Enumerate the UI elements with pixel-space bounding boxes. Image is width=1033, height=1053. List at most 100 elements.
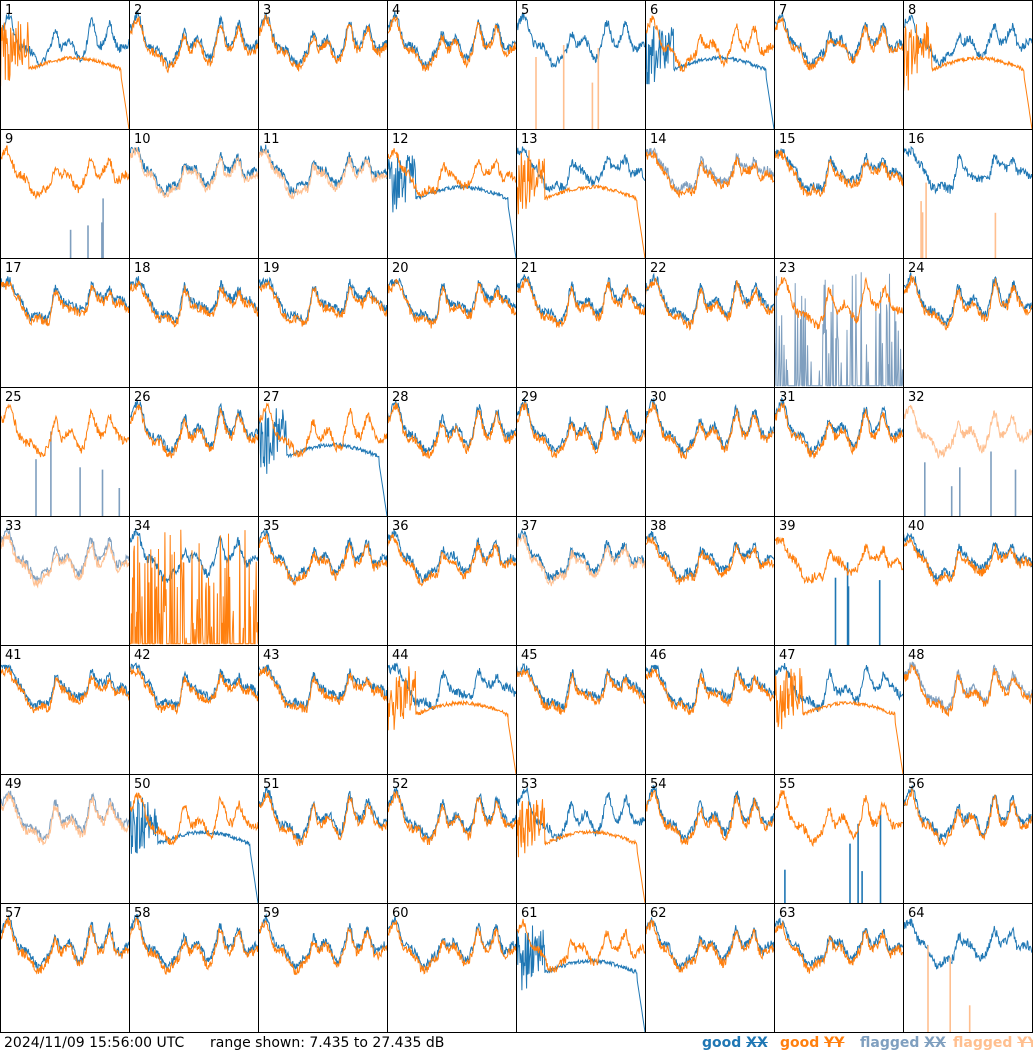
panel-58-yy-line xyxy=(129,917,258,975)
panel-63-yy-line xyxy=(774,920,903,974)
panel-30-frame xyxy=(645,387,775,517)
panel-24-plot xyxy=(903,272,1032,331)
panel-2-yy-line xyxy=(129,16,258,74)
panel-19-xx-line xyxy=(258,276,387,326)
panel-17-yy-line xyxy=(0,281,129,327)
panel-38-yy-line xyxy=(645,535,774,585)
panel-6: 6 xyxy=(645,0,775,130)
panel-21-plot xyxy=(516,274,645,328)
panel-60-xx-line xyxy=(387,916,516,971)
panel-49-yy-line xyxy=(0,792,129,846)
panel-58: 58 xyxy=(129,903,259,1033)
panel-31: 31 xyxy=(774,387,904,517)
panel-11-plot xyxy=(258,144,387,200)
panel-61-label: 61 xyxy=(521,906,538,921)
panel-23-xx-line xyxy=(774,272,903,387)
panel-50-xx-line xyxy=(129,797,258,903)
panel-32: 32 xyxy=(903,387,1033,517)
panel-4: 4 xyxy=(387,0,517,130)
panel-63-label: 63 xyxy=(779,906,796,921)
panel-3-label: 3 xyxy=(263,3,271,18)
panel-3-plot xyxy=(258,12,387,72)
panel-6-label: 6 xyxy=(650,3,658,18)
panel-4-frame xyxy=(387,0,517,130)
panel-7: 7 xyxy=(774,0,904,130)
panel-33-plot xyxy=(0,526,129,589)
panel-12-plot xyxy=(387,148,516,258)
panel-37-xx-line xyxy=(516,528,645,583)
panel-62-yy-line xyxy=(645,919,774,974)
panel-41: 41 xyxy=(0,645,130,775)
panel-10-label: 10 xyxy=(134,132,151,147)
panel-31-plot xyxy=(774,396,903,459)
panel-34: 34 xyxy=(129,516,259,646)
panel-53: 53 xyxy=(516,774,646,904)
panel-57-frame xyxy=(0,903,130,1033)
panel-58-label: 58 xyxy=(134,906,151,921)
panel-36-label: 36 xyxy=(392,519,409,534)
panel-41-label: 41 xyxy=(5,648,22,663)
panel-55-label: 55 xyxy=(779,777,796,792)
panel-54-frame xyxy=(645,774,775,904)
panel-32-frame xyxy=(903,387,1033,517)
panel-48-frame xyxy=(903,645,1033,775)
panel-29-plot xyxy=(516,398,645,459)
panel-58-frame xyxy=(129,903,259,1033)
panel-47-plot xyxy=(774,663,903,774)
panel-2: 2 xyxy=(129,0,259,130)
panel-27-frame xyxy=(258,387,388,517)
panel-53-label: 53 xyxy=(521,777,538,792)
panel-26-label: 26 xyxy=(134,390,151,405)
panel-18: 18 xyxy=(129,258,259,388)
panel-57-yy-line xyxy=(0,915,129,975)
panel-19: 19 xyxy=(258,258,388,388)
panel-15-yy-line xyxy=(774,149,903,197)
panel-51-plot xyxy=(258,786,387,847)
panel-51-yy-line xyxy=(258,792,387,847)
panel-57-plot xyxy=(0,915,129,975)
panel-22: 22 xyxy=(645,258,775,388)
panel-56-yy-line xyxy=(903,787,1032,848)
panel-32-plot xyxy=(903,404,1032,516)
panel-29-label: 29 xyxy=(521,390,538,405)
panel-22-yy-line xyxy=(645,277,774,331)
legend-good-xx: good XX xyxy=(702,1035,768,1051)
legend-good-yy: good YY xyxy=(780,1035,845,1051)
panel-21-xx-line xyxy=(516,274,645,326)
panel-24-xx-line xyxy=(903,272,1032,327)
panel-27-yy-line xyxy=(258,402,387,458)
panel-20-yy-line xyxy=(387,278,516,329)
legend-flagged-xx: flagged XX xyxy=(860,1035,946,1051)
panel-46-frame xyxy=(645,645,775,775)
panel-21: 21 xyxy=(516,258,646,388)
panel-49-label: 49 xyxy=(5,777,22,792)
panel-4-plot xyxy=(387,11,516,72)
panel-63-xx-line xyxy=(774,917,903,967)
panel-62: 62 xyxy=(645,903,775,1033)
panel-18-label: 18 xyxy=(134,261,151,276)
panel-26-frame xyxy=(129,387,259,517)
panel-11-label: 11 xyxy=(263,132,280,147)
panel-25-plot xyxy=(0,403,129,516)
panel-52: 52 xyxy=(387,774,517,904)
panel-27-xx-line xyxy=(258,408,387,516)
panel-39-yy-line xyxy=(774,536,903,585)
panel-7-plot xyxy=(774,12,903,71)
panel-8-plot xyxy=(903,14,1032,129)
panel-62-plot xyxy=(645,917,774,974)
panel-56-xx-line xyxy=(903,785,1032,842)
panel-13-label: 13 xyxy=(521,132,538,147)
panel-9-plot xyxy=(0,145,129,258)
panel-60-yy-line xyxy=(387,920,516,975)
panel-61-xx-line xyxy=(516,925,645,1032)
panel-15-label: 15 xyxy=(779,132,796,147)
panel-3: 3 xyxy=(258,0,388,130)
panel-12: 12 xyxy=(387,129,517,259)
panel-42-label: 42 xyxy=(134,648,151,663)
panel-40-frame xyxy=(903,516,1033,646)
panel-23-plot xyxy=(774,272,903,387)
panel-11-yy-line xyxy=(258,148,387,200)
panel-57-label: 57 xyxy=(5,906,22,921)
panel-9-yy-line xyxy=(0,145,129,200)
panel-64-label: 64 xyxy=(908,906,925,921)
